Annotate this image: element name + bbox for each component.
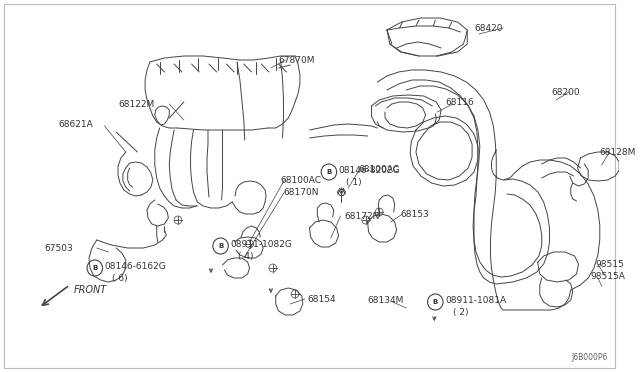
Text: 68200: 68200 bbox=[552, 88, 580, 97]
Text: 08911-1082G: 08911-1082G bbox=[230, 240, 292, 249]
Text: 68116: 68116 bbox=[445, 98, 474, 107]
Text: 67503: 67503 bbox=[45, 244, 73, 253]
Text: 68154: 68154 bbox=[308, 295, 336, 304]
Text: B: B bbox=[218, 243, 223, 249]
Text: 68122M: 68122M bbox=[118, 100, 154, 109]
Text: 08911-1081A: 08911-1081A bbox=[445, 296, 506, 305]
Text: 68170N: 68170N bbox=[284, 188, 319, 197]
Text: 08146-8202G: 08146-8202G bbox=[339, 166, 400, 175]
Text: B: B bbox=[326, 169, 332, 175]
Text: 98515A: 98515A bbox=[590, 272, 625, 281]
Text: ( 2): ( 2) bbox=[452, 308, 468, 317]
Text: 68172N: 68172N bbox=[344, 212, 380, 221]
Text: 68100AC: 68100AC bbox=[358, 165, 399, 174]
Text: 68621A: 68621A bbox=[58, 120, 93, 129]
Text: 68420: 68420 bbox=[474, 24, 502, 33]
Text: 08146-6162G: 08146-6162G bbox=[104, 262, 166, 271]
Text: 68134M: 68134M bbox=[367, 296, 404, 305]
Text: B: B bbox=[92, 265, 97, 271]
Text: 68128M: 68128M bbox=[600, 148, 636, 157]
Text: ( 4): ( 4) bbox=[238, 252, 253, 261]
Text: 98515: 98515 bbox=[595, 260, 624, 269]
Text: FRONT: FRONT bbox=[74, 285, 107, 295]
Text: ( 6): ( 6) bbox=[112, 274, 128, 283]
Text: B: B bbox=[433, 299, 438, 305]
Text: 68153: 68153 bbox=[401, 210, 429, 219]
Text: 67870M: 67870M bbox=[278, 56, 315, 65]
Text: ( 1): ( 1) bbox=[346, 178, 362, 187]
Text: J6B000P6: J6B000P6 bbox=[571, 353, 607, 362]
Text: 68100AC: 68100AC bbox=[280, 176, 321, 185]
